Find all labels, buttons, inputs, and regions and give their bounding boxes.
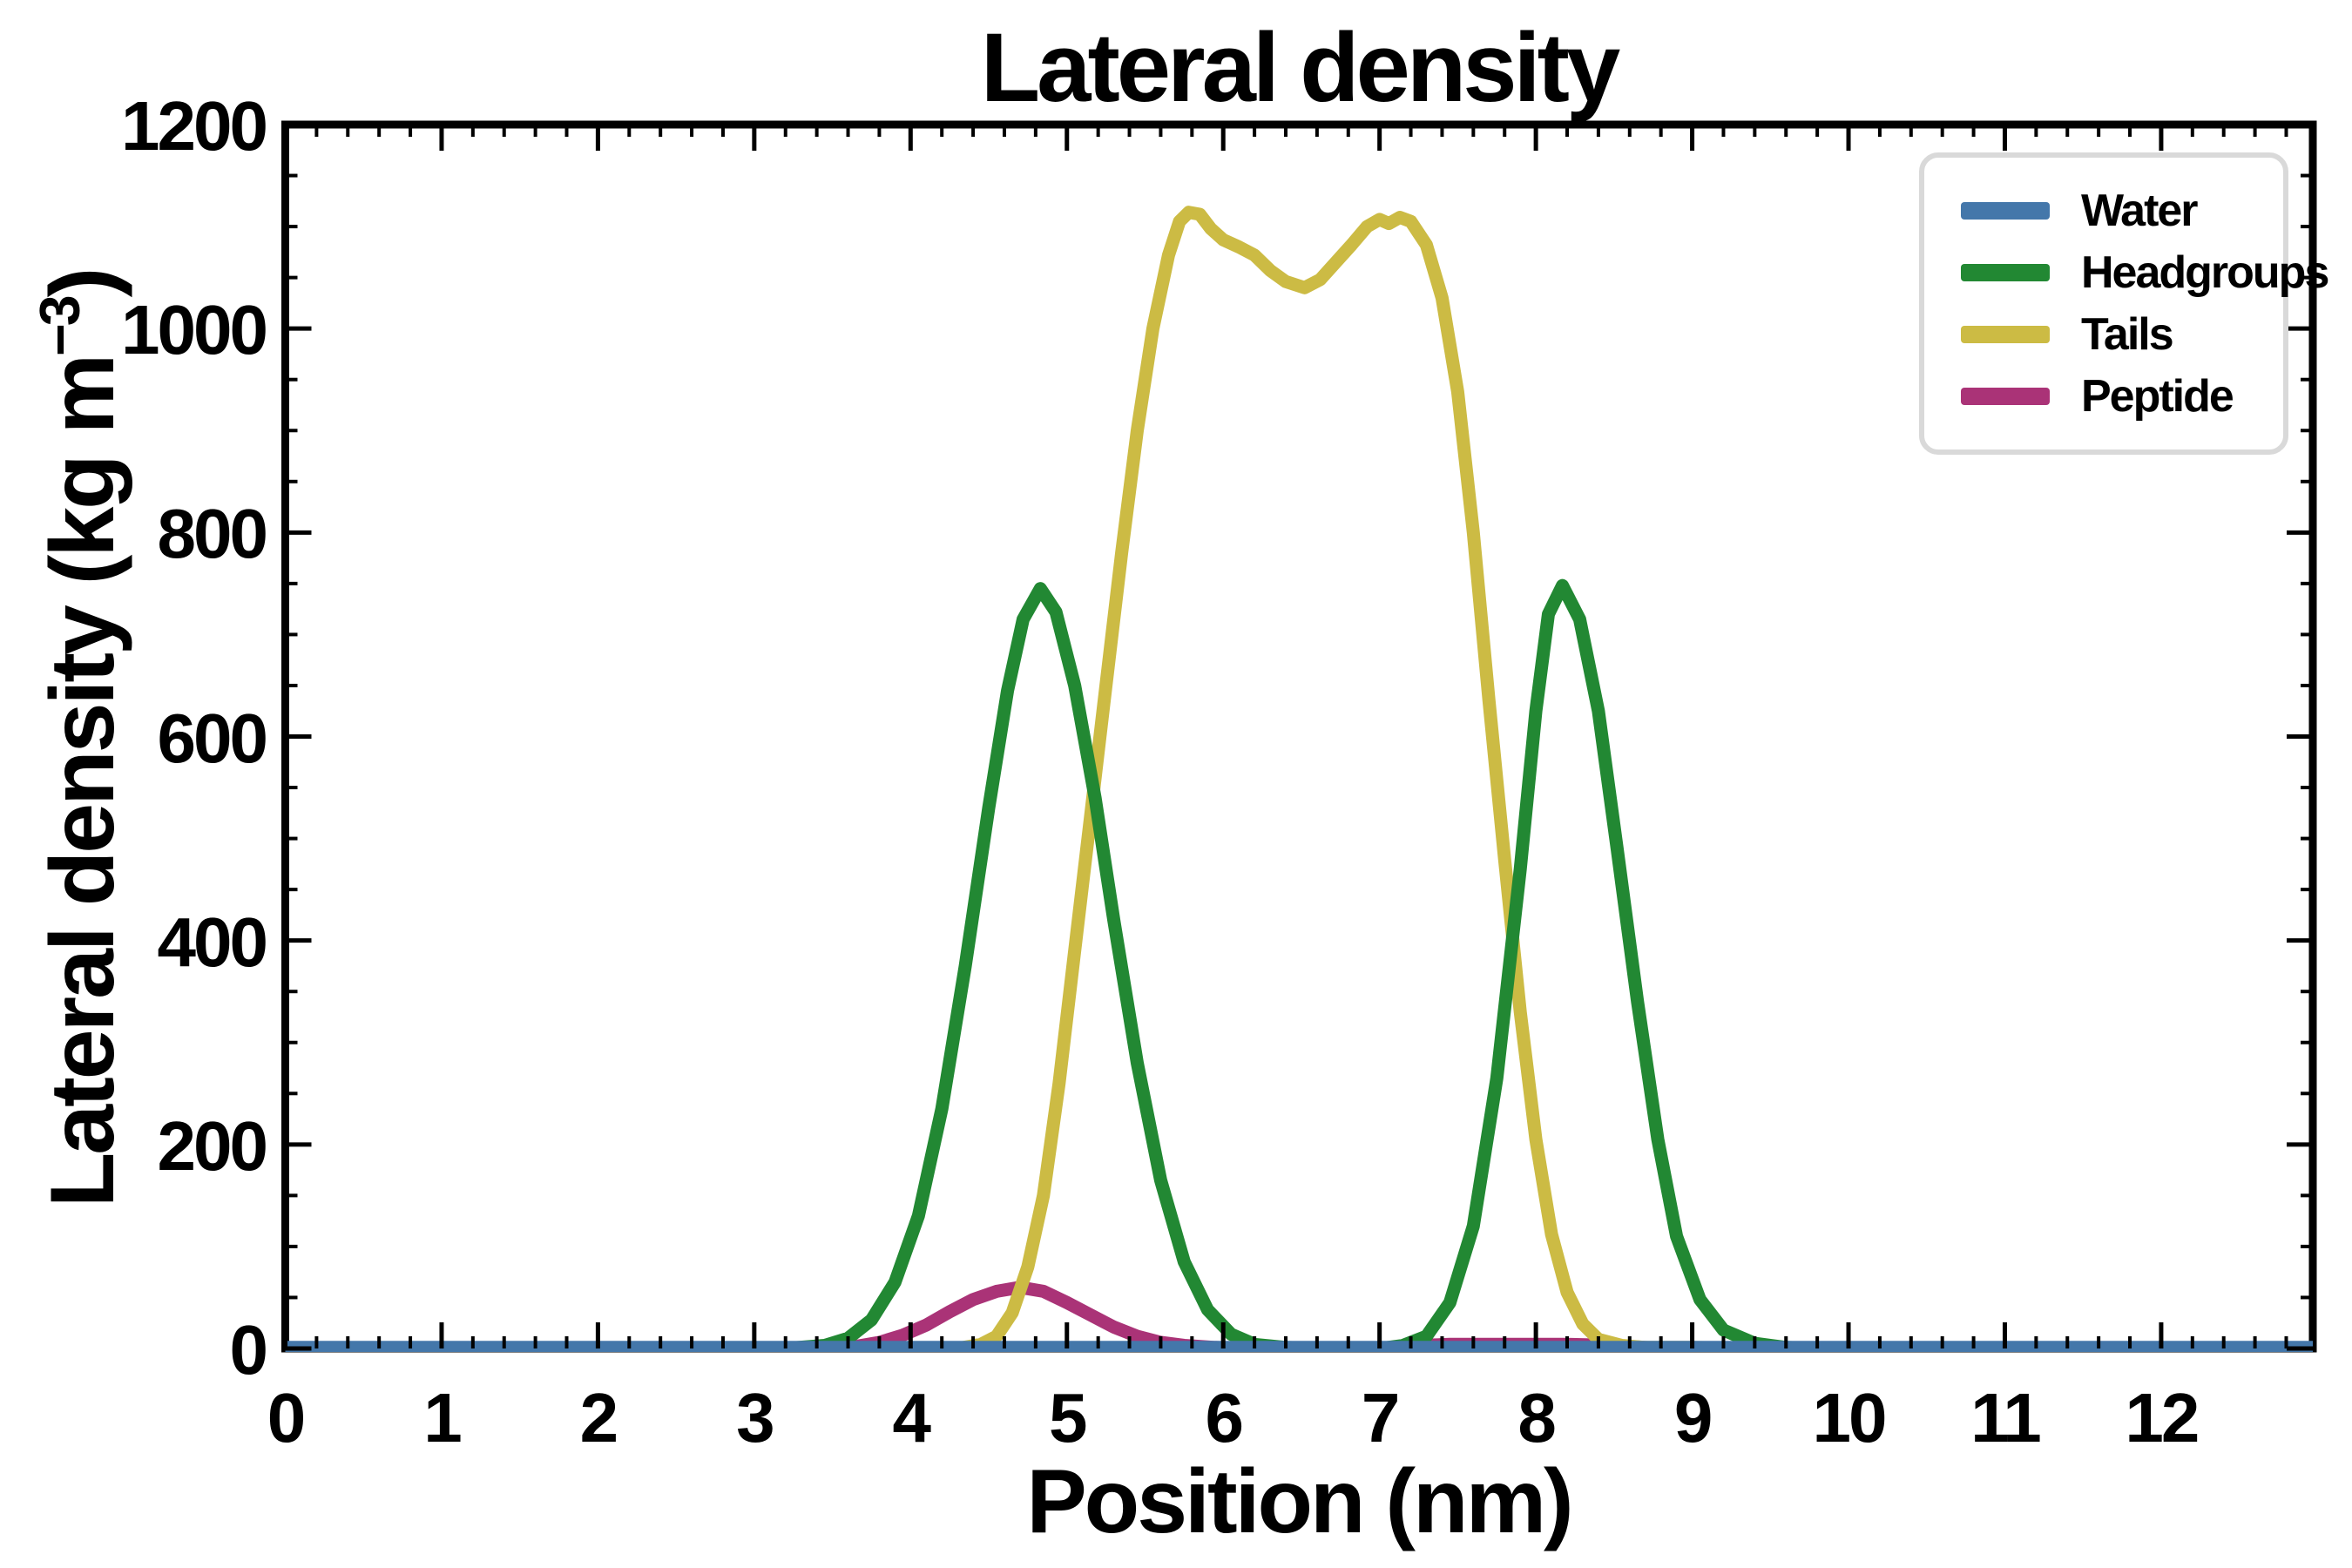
legend-row-peptide: Peptide: [1961, 370, 2269, 422]
y-axis-label-text: Lateral density (kg m: [31, 355, 133, 1208]
legend-row-tails: Tails: [1961, 308, 2269, 361]
x-tick-label-4: 4: [892, 1379, 932, 1456]
x-tick-label-11: 11: [1970, 1379, 2042, 1456]
x-tick-label-0: 0: [267, 1379, 307, 1456]
legend-row-headgroups: Headgroups: [1961, 247, 2329, 299]
y-tick-label-400: 400: [157, 902, 268, 981]
x-tick-label-8: 8: [1517, 1379, 1557, 1456]
legend-label-headgroups: Headgroups: [2081, 247, 2329, 299]
x-tick-label-1: 1: [423, 1379, 463, 1456]
legend-label-water: Water: [2081, 186, 2199, 237]
chart-title: Lateral density: [980, 13, 1621, 122]
series-tails-line: [285, 206, 2313, 1352]
x-tick-label-10: 10: [1812, 1379, 1888, 1456]
legend-label-tails: Tails: [2081, 308, 2174, 360]
x-tick-label-9: 9: [1673, 1379, 1713, 1456]
x-tick-label-6: 6: [1205, 1379, 1244, 1456]
series-peptide-line: [285, 1281, 2313, 1352]
x-tick-label-7: 7: [1361, 1379, 1401, 1456]
y-tick-label-1200: 1200: [121, 87, 268, 165]
legend-row-water: Water: [1961, 185, 2269, 237]
legend-swatch-water: [1961, 202, 2050, 220]
y-tick-label-800: 800: [157, 495, 268, 573]
x-tick-label-12: 12: [2125, 1379, 2200, 1456]
legend: Water Headgroups Tails Peptide: [1919, 152, 2329, 455]
y-tick-label-1000: 1000: [121, 291, 268, 369]
legend-swatch-headgroups: [1961, 264, 2050, 282]
x-tick-label-5: 5: [1049, 1379, 1088, 1456]
y-tick-label-600: 600: [157, 699, 268, 777]
legend-label-peptide: Peptide: [2081, 370, 2234, 422]
x-tick-label-3: 3: [736, 1379, 775, 1456]
x-axis-label: Position (nm): [1026, 1451, 1573, 1552]
y-tick-label-0: 0: [229, 1311, 269, 1389]
y-tick-label-200: 200: [157, 1106, 268, 1185]
x-tick-label-2: 2: [579, 1379, 619, 1456]
series-headgroups-line: [285, 578, 2313, 1352]
y-axis-label-close: ): [31, 269, 133, 298]
legend-swatch-peptide: [1961, 387, 2050, 405]
legend-swatch-tails: [1961, 325, 2050, 343]
